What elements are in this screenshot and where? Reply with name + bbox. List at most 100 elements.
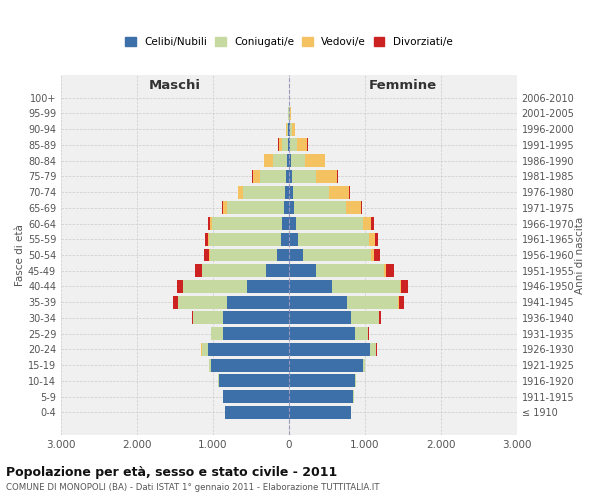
Bar	[238, 186, 243, 198]
Bar	[368, 327, 369, 340]
Bar	[247, 280, 289, 293]
Bar	[208, 233, 209, 245]
Bar	[370, 233, 375, 245]
Bar	[316, 170, 337, 183]
Bar	[361, 202, 362, 214]
Bar	[289, 406, 351, 419]
Bar	[289, 248, 303, 262]
Bar	[287, 154, 289, 167]
Bar	[375, 233, 378, 245]
Bar	[204, 248, 209, 262]
Bar	[346, 202, 361, 214]
Y-axis label: Anni di nascita: Anni di nascita	[575, 216, 585, 294]
Bar	[173, 296, 178, 308]
Text: COMUNE DI MONOPOLI (BA) - Dati ISTAT 1° gennaio 2011 - Elaborazione TUTTITALIA.I: COMUNE DI MONOPOLI (BA) - Dati ISTAT 1° …	[6, 483, 380, 492]
Bar	[283, 138, 288, 151]
Bar	[347, 296, 398, 308]
Bar	[370, 343, 376, 356]
Bar	[209, 233, 281, 245]
Bar	[289, 327, 355, 340]
Bar	[286, 170, 289, 183]
Bar	[183, 280, 247, 293]
Bar	[289, 154, 291, 167]
Bar	[192, 312, 193, 324]
Bar	[289, 296, 347, 308]
Bar	[260, 170, 286, 183]
Bar	[289, 358, 362, 372]
Bar	[371, 248, 374, 262]
Bar	[289, 217, 296, 230]
Bar	[287, 122, 288, 136]
Bar	[294, 202, 346, 214]
Bar	[297, 138, 307, 151]
Bar	[225, 406, 289, 419]
Bar	[289, 186, 293, 198]
Bar	[298, 233, 370, 245]
Bar	[177, 280, 183, 293]
Bar	[290, 107, 291, 120]
Bar	[209, 248, 210, 262]
Bar	[282, 217, 289, 230]
Bar	[278, 138, 283, 151]
Bar	[284, 202, 289, 214]
Bar	[286, 122, 287, 136]
Bar	[211, 327, 223, 340]
Bar	[208, 343, 289, 356]
Bar	[289, 390, 353, 403]
Bar	[289, 374, 355, 388]
Bar	[285, 186, 289, 198]
Bar	[281, 233, 289, 245]
Bar	[212, 217, 282, 230]
Bar	[400, 280, 401, 293]
Bar	[362, 358, 365, 372]
Bar	[219, 374, 289, 388]
Bar	[202, 343, 208, 356]
Bar	[305, 154, 325, 167]
Bar	[223, 327, 289, 340]
Bar	[355, 327, 368, 340]
Legend: Celibi/Nubili, Coniugati/e, Vedovi/e, Divorziati/e: Celibi/Nubili, Coniugati/e, Vedovi/e, Di…	[121, 33, 457, 52]
Bar	[288, 138, 289, 151]
Bar	[178, 296, 227, 308]
Text: Maschi: Maschi	[149, 78, 201, 92]
Bar	[401, 280, 408, 293]
Bar	[264, 154, 273, 167]
Bar	[289, 202, 294, 214]
Bar	[289, 343, 370, 356]
Bar	[384, 264, 386, 277]
Bar	[292, 170, 316, 183]
Bar	[329, 186, 349, 198]
Bar	[277, 248, 289, 262]
Bar	[227, 202, 284, 214]
Bar	[398, 296, 404, 308]
Bar	[289, 312, 351, 324]
Bar	[303, 248, 371, 262]
Bar	[316, 264, 384, 277]
Bar	[289, 122, 290, 136]
Bar	[290, 138, 297, 151]
Bar	[205, 233, 208, 245]
Text: Femmine: Femmine	[369, 78, 437, 92]
Bar	[210, 217, 212, 230]
Bar	[289, 233, 298, 245]
Bar	[288, 122, 289, 136]
Bar	[253, 170, 260, 183]
Bar	[209, 358, 211, 372]
Bar	[293, 186, 329, 198]
Bar	[289, 170, 292, 183]
Bar	[371, 217, 374, 230]
Bar	[362, 217, 371, 230]
Text: Popolazione per età, sesso e stato civile - 2011: Popolazione per età, sesso e stato civil…	[6, 466, 337, 479]
Bar	[211, 358, 289, 372]
Bar	[223, 312, 289, 324]
Bar	[227, 296, 289, 308]
Bar	[296, 217, 362, 230]
Bar	[243, 186, 285, 198]
Y-axis label: Fasce di età: Fasce di età	[15, 224, 25, 286]
Bar	[208, 217, 210, 230]
Bar	[332, 280, 400, 293]
Bar	[290, 122, 292, 136]
Bar	[291, 154, 305, 167]
Bar	[273, 154, 287, 167]
Bar	[289, 280, 332, 293]
